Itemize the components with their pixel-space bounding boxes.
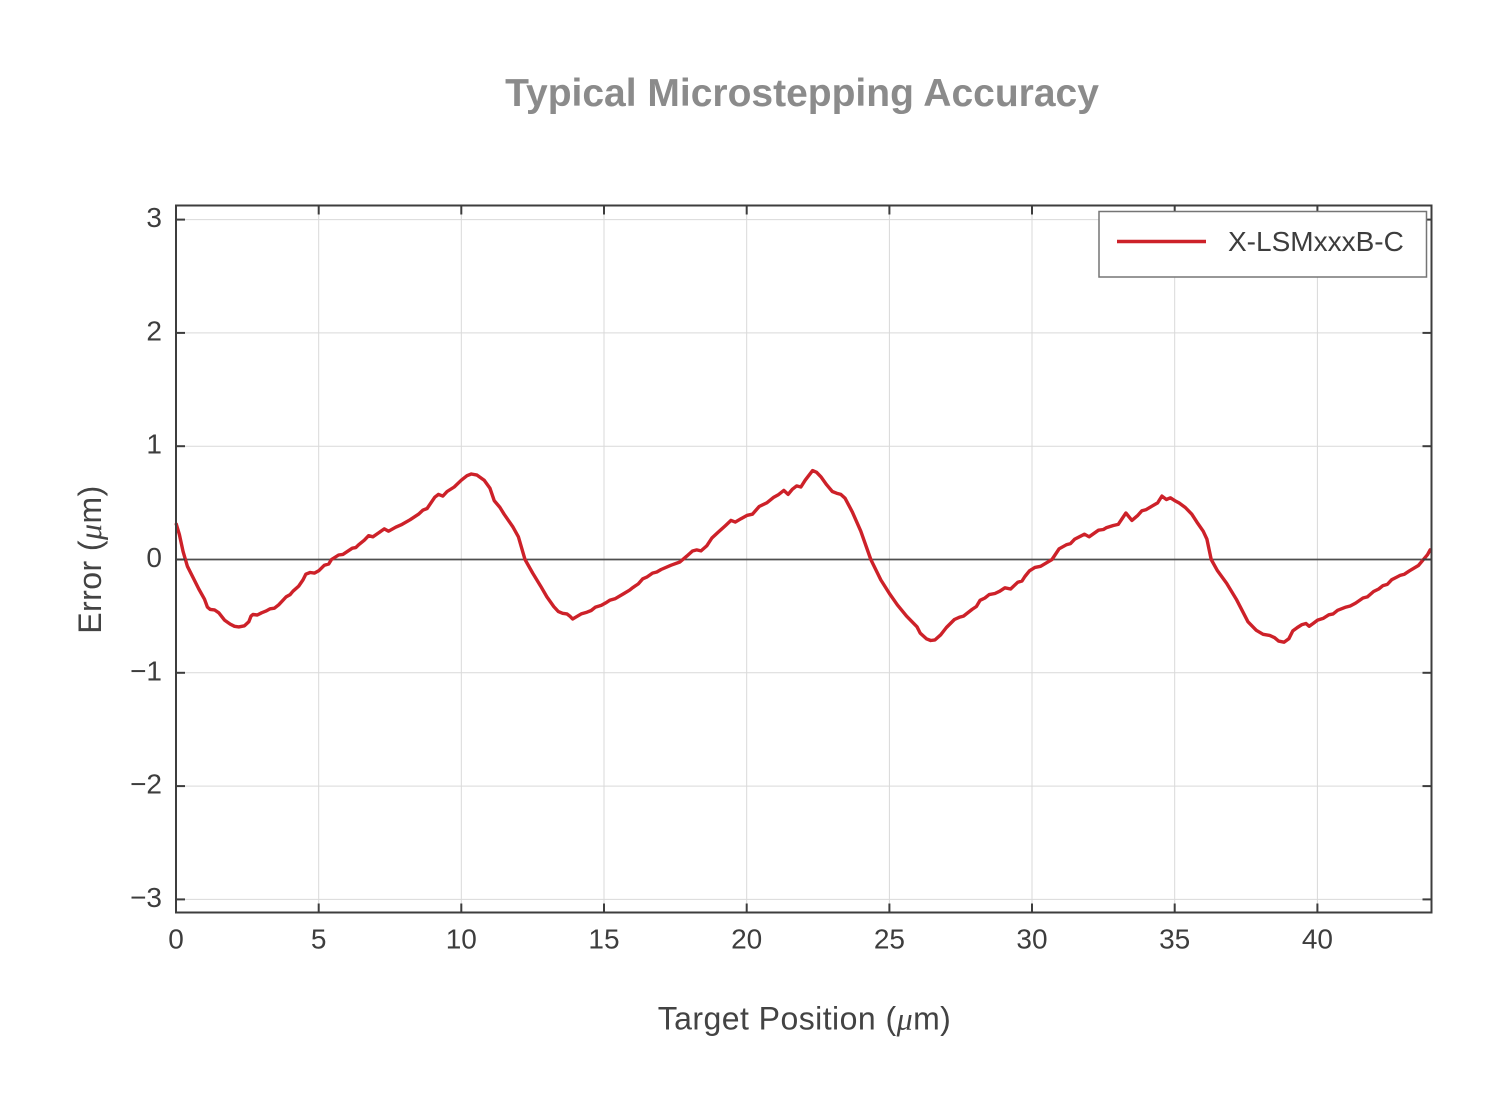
svg-text:0: 0 <box>146 542 162 573</box>
svg-text:2: 2 <box>146 315 162 346</box>
svg-text:0: 0 <box>168 924 184 955</box>
svg-text:−1: −1 <box>130 655 162 686</box>
svg-text:1: 1 <box>146 429 162 460</box>
svg-text:30: 30 <box>1016 924 1047 955</box>
svg-text:3: 3 <box>146 202 162 233</box>
svg-text:−3: −3 <box>130 882 162 913</box>
svg-text:10: 10 <box>446 924 477 955</box>
svg-text:Typical Microstepping Accuracy: Typical Microstepping Accuracy <box>505 72 1099 115</box>
svg-text:40: 40 <box>1302 924 1333 955</box>
svg-text:15: 15 <box>588 924 619 955</box>
svg-text:Error (μm): Error (μm) <box>72 485 108 634</box>
svg-text:−2: −2 <box>130 769 162 800</box>
svg-text:5: 5 <box>311 924 327 955</box>
svg-text:X-LSMxxxB-C: X-LSMxxxB-C <box>1228 226 1404 257</box>
svg-text:20: 20 <box>731 924 762 955</box>
svg-text:35: 35 <box>1159 924 1190 955</box>
svg-text:Target Position (μm): Target Position (μm) <box>658 1001 952 1037</box>
svg-text:25: 25 <box>874 924 905 955</box>
